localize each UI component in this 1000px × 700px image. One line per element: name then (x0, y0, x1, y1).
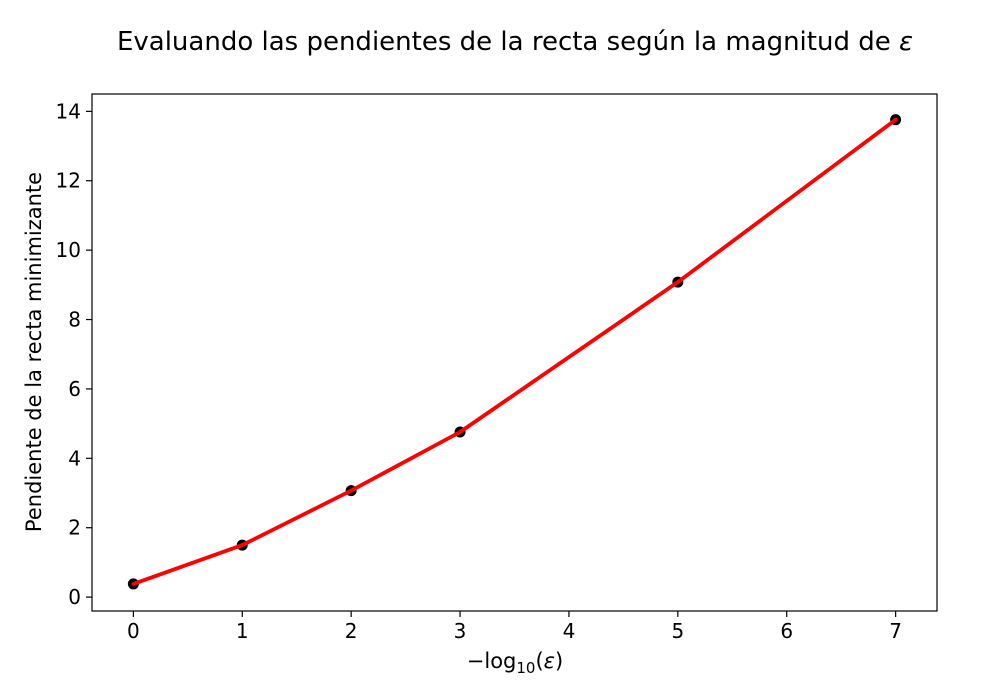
y-tick-label: 6 (68, 377, 81, 401)
chart-title: Evaluando las pendientes de la recta seg… (117, 27, 913, 57)
x-axis-label: −log10(ε) (467, 649, 563, 677)
y-tick-label: 2 (68, 516, 81, 540)
y-tick-label: 12 (56, 169, 81, 193)
y-tick-label: 14 (56, 99, 81, 123)
y-tick-label: 8 (68, 308, 81, 332)
x-tick-label: 1 (236, 619, 249, 643)
x-tick-label: 2 (345, 619, 358, 643)
x-axis: 0 1 2 3 4 5 6 7 (127, 611, 902, 643)
y-axis-label: Pendiente de la recta minimizante (22, 172, 46, 532)
x-tick-label: 6 (780, 619, 793, 643)
x-tick-label: 7 (889, 619, 902, 643)
x-tick-label: 0 (127, 619, 140, 643)
x-tick-label: 5 (671, 619, 684, 643)
plot-frame (91, 93, 938, 612)
x-tick-label: 4 (563, 619, 576, 643)
data-series (127, 114, 902, 590)
x-tick-label: 3 (454, 619, 467, 643)
y-tick-label: 10 (56, 238, 81, 262)
title-main: Evaluando las pendientes de la recta seg… (117, 27, 899, 57)
title-symbol: ε (899, 27, 913, 57)
series-line (131, 117, 898, 586)
y-tick-label: 4 (68, 446, 81, 470)
y-axis: 0 2 4 6 8 10 12 14 (56, 99, 92, 609)
y-tick-label: 0 (68, 585, 81, 609)
